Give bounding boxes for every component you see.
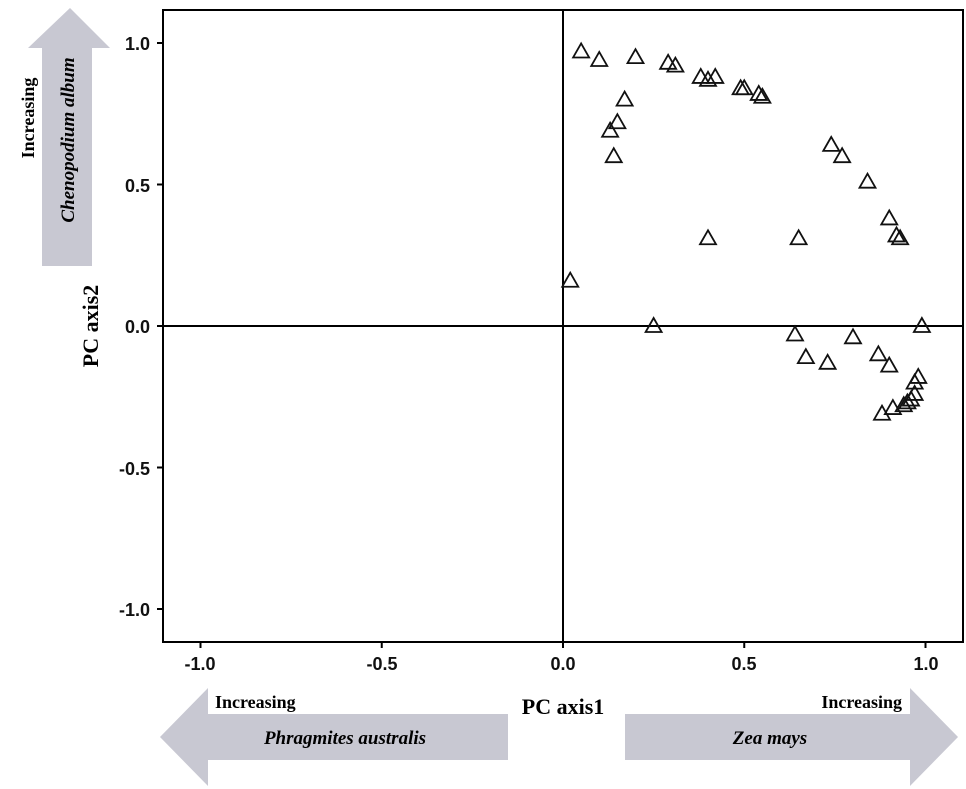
data-point-triangle bbox=[604, 146, 624, 164]
data-point-triangle bbox=[821, 135, 841, 152]
data-point-triangle bbox=[901, 389, 921, 407]
data-point-triangle bbox=[890, 228, 910, 246]
data-point-triangle bbox=[796, 347, 816, 365]
up-arrow-shape bbox=[28, 8, 110, 266]
up-direction-arrow: Increasing Chenopodium album bbox=[18, 8, 110, 266]
up-arrow-species: Chenopodium album bbox=[58, 57, 79, 222]
left-arrow-shape bbox=[160, 688, 508, 786]
data-point-triangle bbox=[571, 41, 591, 59]
data-point-triangle bbox=[818, 352, 838, 370]
data-point-triangle bbox=[879, 355, 899, 373]
data-point-triangle bbox=[734, 78, 754, 96]
data-point-triangle bbox=[665, 55, 685, 73]
left-arrow-label: Increasing bbox=[215, 692, 296, 712]
x-tick-label: 0.5 bbox=[731, 654, 756, 674]
data-point-triangle bbox=[589, 50, 609, 67]
data-point-triangle bbox=[894, 395, 914, 413]
data-point-triangle bbox=[698, 228, 718, 246]
data-point-triangle bbox=[600, 120, 620, 138]
data-point-triangle bbox=[698, 69, 718, 87]
y-tick-label: 0.5 bbox=[125, 176, 150, 196]
data-point-triangle bbox=[832, 146, 852, 164]
left-arrow-species: Phragmites australis bbox=[263, 728, 426, 749]
data-point-triangle bbox=[872, 403, 892, 421]
x-axis-title: PC axis1 bbox=[522, 694, 605, 719]
data-point-triangle bbox=[843, 327, 863, 345]
x-tick-label: 0.0 bbox=[550, 654, 575, 674]
right-arrow-shape bbox=[625, 688, 958, 786]
data-point-triangle bbox=[644, 316, 664, 333]
x-tick-label: -0.5 bbox=[366, 654, 397, 674]
data-point-triangle bbox=[897, 392, 917, 410]
data-point-triangle bbox=[625, 47, 646, 65]
y-tick-label: 0.0 bbox=[125, 317, 150, 337]
data-point-triangle bbox=[607, 112, 627, 130]
data-point-triangle bbox=[883, 398, 903, 415]
x-tick-label: 1.0 bbox=[913, 654, 938, 674]
data-point-triangle bbox=[560, 270, 580, 288]
y-tick-label: 1.0 bbox=[125, 34, 150, 54]
tick-marks bbox=[157, 42, 927, 648]
x-tick-label: -1.0 bbox=[184, 654, 215, 674]
data-point-triangle bbox=[785, 324, 805, 342]
up-arrow-label: Increasing bbox=[18, 78, 38, 159]
data-point-triangle bbox=[912, 316, 932, 333]
data-point-triangle bbox=[857, 171, 878, 189]
data-point-triangle bbox=[789, 228, 809, 246]
right-arrow-label: Increasing bbox=[821, 692, 902, 712]
data-point-triangle bbox=[905, 372, 925, 390]
right-direction-arrow: Increasing Zea mays bbox=[625, 688, 958, 786]
y-tick-label: -0.5 bbox=[119, 459, 150, 479]
data-point-triangle bbox=[615, 89, 635, 107]
data-point-triangle bbox=[705, 67, 725, 84]
data-point-triangle bbox=[752, 86, 772, 104]
left-direction-arrow: Increasing Phragmites australis bbox=[160, 688, 508, 786]
data-points bbox=[560, 41, 932, 421]
data-point-triangle bbox=[868, 344, 888, 362]
right-arrow-species: Zea mays bbox=[732, 728, 807, 749]
data-point-triangle bbox=[879, 208, 899, 226]
y-axis-title: PC axis2 bbox=[78, 285, 103, 368]
data-point-triangle bbox=[749, 84, 769, 101]
data-point-triangle bbox=[886, 225, 907, 243]
y-tick-label: -1.0 bbox=[119, 600, 150, 620]
